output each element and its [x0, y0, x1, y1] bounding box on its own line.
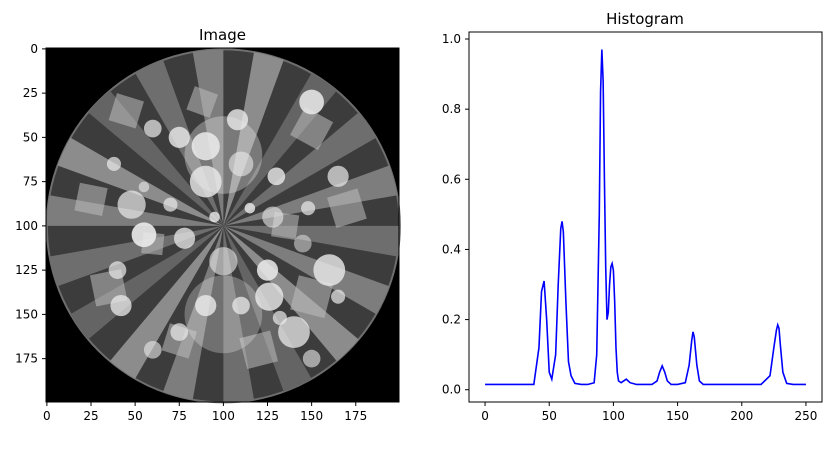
phantom-circle	[228, 151, 254, 177]
histogram-frame	[468, 31, 823, 403]
image-content	[45, 48, 401, 404]
phantom-circle	[262, 206, 284, 228]
phantom-square	[186, 86, 219, 118]
image-y-tick-label: 150	[15, 307, 38, 321]
phantom-wedge	[88, 90, 224, 226]
phantom-wedge	[223, 112, 377, 226]
phantom-circle	[256, 259, 279, 281]
phantom-circle	[131, 222, 157, 248]
histogram-y-tick-label: 1.0	[442, 32, 461, 46]
phantom-circle	[302, 349, 321, 368]
phantom-circle	[195, 294, 217, 317]
image-y-tick-label: 75	[23, 175, 38, 189]
phantom-circle	[209, 247, 238, 276]
phantom-circle	[301, 201, 316, 216]
image-x-ticks: 0 25 50 75 100 125 150 175	[43, 402, 367, 423]
phantom-wedge	[223, 225, 359, 362]
phantom-square	[327, 188, 367, 229]
phantom-wedge	[163, 225, 224, 400]
image-y-tick-label: 100	[15, 219, 38, 233]
phantom-circle	[110, 294, 132, 317]
phantom-circle	[293, 234, 312, 253]
histogram-x-tick-label: 150	[666, 409, 689, 423]
histogram-title: Histogram	[606, 10, 684, 28]
image-x-tick-label: 0	[43, 409, 51, 423]
phantom-circle	[232, 296, 250, 315]
phantom-circle	[313, 254, 346, 287]
phantom-circle	[255, 282, 284, 311]
image-title: Image	[199, 26, 246, 44]
phantom-circle	[163, 197, 178, 212]
phantom-circle	[278, 316, 310, 348]
phantom-wedge	[57, 137, 224, 226]
phantom-circle	[267, 167, 286, 186]
histogram-series-line	[485, 49, 806, 386]
phantom-wedge	[223, 225, 400, 257]
phantom-circle	[106, 156, 122, 171]
phantom-square	[290, 106, 334, 151]
histogram-x-tick-label: 0	[481, 409, 489, 423]
phantom-circle	[244, 202, 256, 214]
phantom-square	[161, 323, 197, 359]
image-y-tick-label: 175	[15, 352, 38, 366]
phantom-circle	[191, 132, 220, 161]
phantom-circle	[168, 126, 190, 148]
phantom-circle	[170, 323, 189, 341]
phantom-circle	[138, 181, 150, 193]
image-y-tick-label: 0	[30, 42, 38, 56]
phantom-circle	[117, 190, 146, 219]
phantom-circle	[143, 340, 162, 359]
phantom-square	[290, 275, 334, 319]
image-x-tick-label: 150	[300, 409, 323, 423]
phantom-square	[108, 93, 144, 129]
image-x-tick-label: 100	[212, 409, 235, 423]
phantom-circle	[226, 109, 249, 131]
histogram-y-tick-label: 0.0	[442, 383, 461, 397]
phantom-circle	[173, 227, 196, 249]
phantom-square	[239, 330, 279, 370]
phantom-wedge	[223, 225, 390, 315]
image-y-tick-label: 25	[23, 86, 38, 100]
image-y-ticks: 0 25 50 75 100 125 150 175	[15, 42, 46, 366]
phantom-wedge	[223, 52, 284, 226]
phantom-circle	[184, 275, 263, 354]
histogram-x-tick-label: 250	[795, 409, 818, 423]
phantom-wedge	[109, 225, 224, 379]
histogram-y-tick-label: 0.2	[442, 313, 461, 327]
histogram-x-tick-label: 100	[602, 409, 625, 423]
image-frame	[45, 47, 400, 403]
histogram-y-tick-label: 0.8	[442, 102, 461, 116]
image-x-tick-label: 25	[83, 409, 98, 423]
image-panel: Image 0 25 50 75 100 125 150 175 0 25 50 75 100 125 1…	[15, 26, 401, 423]
histogram-x-tick-label: 200	[730, 409, 753, 423]
phantom-circle	[299, 89, 324, 115]
histogram-y-tick-label: 0.6	[442, 172, 461, 186]
histogram-y-tick-label: 0.4	[442, 242, 461, 256]
phantom-circle	[189, 165, 222, 198]
histogram-y-ticks: 0.0 0.2 0.4 0.6 0.8 1.0	[442, 32, 469, 397]
phantom-square	[74, 182, 108, 216]
histogram-x-tick-label: 50	[542, 409, 557, 423]
image-x-tick-label: 175	[344, 409, 367, 423]
phantom-circle	[331, 289, 346, 304]
image-y-tick-label: 125	[15, 263, 38, 277]
phantom-wedge	[70, 225, 224, 340]
phantom-circle	[108, 261, 127, 279]
phantom-circle	[272, 310, 287, 325]
phantom-circle	[143, 119, 162, 138]
histogram-x-ticks: 0 50 100 150 200 250	[481, 402, 817, 423]
image-y-tick-label: 50	[23, 130, 38, 144]
image-x-tick-label: 75	[172, 409, 187, 423]
image-x-tick-label: 125	[256, 409, 279, 423]
phantom-circle	[209, 211, 220, 223]
image-x-tick-label: 50	[127, 409, 142, 423]
histogram-panel: Histogram 0 50 100 150 200 250 0.00.20.40.60.…	[442, 10, 823, 423]
phantom-circle	[327, 165, 349, 187]
